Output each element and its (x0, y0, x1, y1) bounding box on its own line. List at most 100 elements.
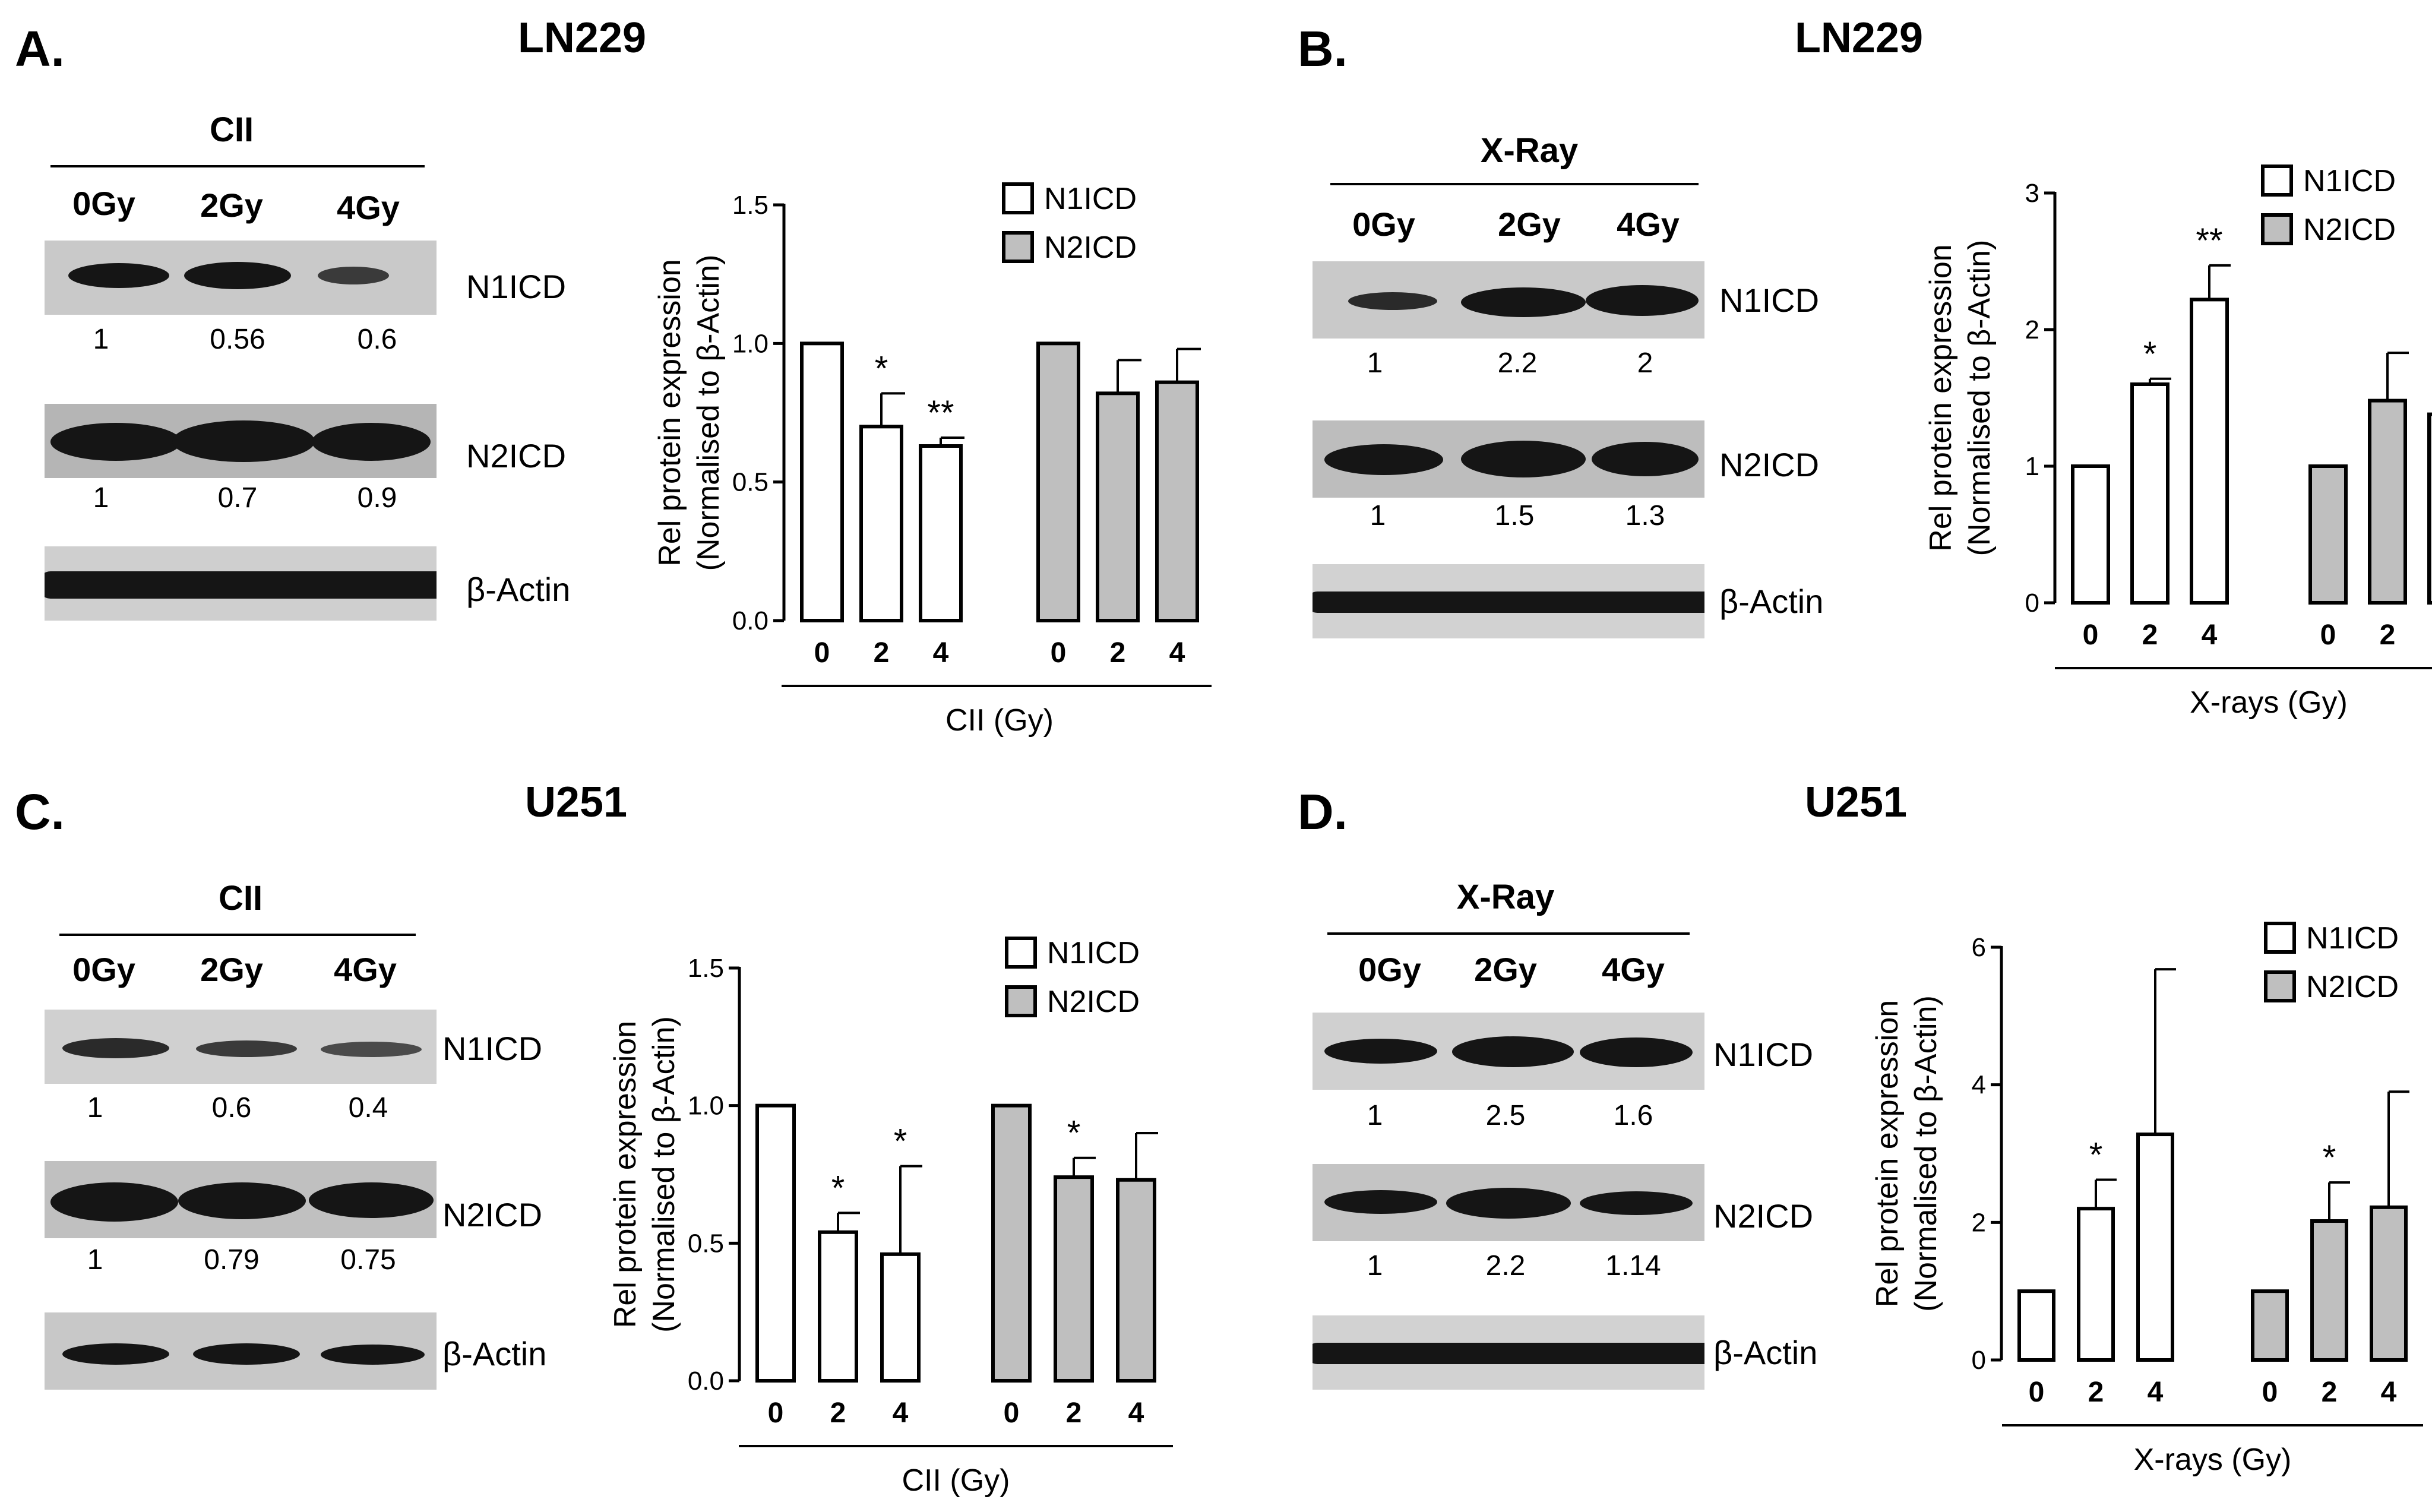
x-tick-label: 2 (2142, 619, 2158, 651)
quant-value: 0.6 (357, 324, 397, 355)
blot-n2icd-b (1313, 420, 1704, 498)
blot-actin-c (45, 1312, 437, 1390)
x-tick-label: 4 (2148, 1377, 2164, 1408)
bar-chart-b: 0 1 2 3 Rel protein expression (Normalised to… (1924, 164, 2432, 720)
lane-label: 4Gy (1617, 205, 1680, 243)
blot-label: N2ICD (1713, 1197, 1814, 1235)
x-axis-label: CII (Gy) (945, 703, 1054, 738)
lane-label: 2Gy (200, 186, 263, 224)
quant-value: 1 (1367, 1250, 1383, 1282)
x-axis-label: X-rays (Gy) (2134, 1443, 2292, 1477)
lane-label: 0Gy (72, 951, 135, 988)
x-tick-label: 2 (1110, 637, 1126, 669)
quant-value: 0.7 (217, 482, 258, 514)
bar (859, 425, 903, 622)
bar-chart-a: 0.0 0.5 1.0 1.5 Rel protein expression (Norma… (653, 182, 1212, 738)
lane-label: 0Gy (72, 185, 135, 222)
quant-value: 1 (1367, 347, 1383, 379)
legend-swatch (1002, 182, 1034, 214)
condition-line-a (50, 165, 425, 167)
bar-chart-c: 0.0 0.5 1.0 1.5 Rel protein expression (Norma… (608, 936, 1173, 1498)
quant-value: 1 (87, 1244, 103, 1276)
quant-value: 0.4 (348, 1092, 388, 1124)
lane-label: 2Gy (1498, 205, 1561, 243)
lane-label: 4Gy (334, 951, 397, 988)
cell-line-title-d: U251 (1804, 779, 1908, 826)
blot-label: N2ICD (442, 1196, 543, 1233)
x-tick-label: 2 (874, 637, 890, 669)
bar (818, 1230, 858, 1383)
blot-label: β-Actin (442, 1335, 547, 1372)
quant-value: 1.14 (1605, 1250, 1661, 1282)
legend-swatch (2264, 970, 2296, 1002)
quant-value: 0.56 (210, 324, 265, 355)
y-axis-label: (Normalised to β-Actin) (1962, 240, 1997, 556)
blot-n1icd-b (1313, 261, 1704, 339)
bar (2370, 1205, 2408, 1362)
y-tick-label: 0.5 (688, 1229, 724, 1258)
blot-n2icd-d (1313, 1164, 1704, 1241)
condition-line-b (1330, 183, 1699, 185)
x-tick-label: 0 (768, 1397, 784, 1429)
legend-label: N1ICD (1047, 936, 1140, 970)
quant-value: 0.9 (357, 482, 397, 514)
bar (2251, 1289, 2289, 1362)
y-tick-label: 1.5 (732, 191, 769, 220)
quant-value: 2.2 (1485, 1250, 1526, 1282)
bar (2077, 1207, 2115, 1362)
bar-chart-d: 0 2 4 6 Rel protein expression (Normalised to… (1870, 921, 2423, 1477)
blot-actin-a (45, 546, 437, 621)
x-tick-label: 0 (1004, 1397, 1020, 1429)
bar (2017, 1289, 2055, 1362)
blot-label: N1ICD (1719, 281, 1820, 319)
bar (991, 1103, 1032, 1383)
x-tick-label: 4 (2381, 1377, 2397, 1408)
y-tick-label: 0 (2025, 589, 2039, 618)
legend-swatch (2261, 213, 2293, 245)
cell-line-title-c: U251 (524, 779, 628, 826)
quant-value: 1.6 (1613, 1100, 1653, 1131)
bar (2368, 398, 2407, 605)
blot-label: N1ICD (442, 1030, 543, 1067)
condition-line-c (59, 934, 416, 936)
y-tick-label: 0 (1972, 1346, 1986, 1375)
x-tick-label: 2 (2322, 1377, 2338, 1408)
condition-label-c: CII (218, 879, 263, 918)
blot-label: N2ICD (466, 437, 567, 475)
quant-value: 0.75 (340, 1244, 396, 1276)
x-tick-label: 2 (830, 1397, 846, 1429)
bar (2130, 382, 2169, 605)
bar (2310, 1219, 2348, 1362)
bar (755, 1103, 796, 1383)
blot-actin-d (1313, 1315, 1704, 1390)
x-tick-label: 0 (2029, 1377, 2045, 1408)
x-tick-label: 0 (2083, 619, 2099, 651)
y-tick-label: 1.0 (732, 329, 769, 358)
y-axis-label: Rel protein expression (608, 1021, 643, 1328)
quant-value: 0.79 (204, 1244, 260, 1276)
condition-label-a: CII (209, 110, 254, 149)
significance-marker: * (894, 1122, 907, 1161)
y-tick-label: 2 (1972, 1208, 1986, 1237)
condition-line-d (1327, 932, 1690, 935)
y-tick-label: 3 (2025, 179, 2039, 208)
bar (1054, 1175, 1094, 1383)
blot-n1icd-a (45, 241, 437, 315)
lane-label: 2Gy (200, 951, 263, 988)
x-axis-label: CII (Gy) (902, 1463, 1010, 1498)
blot-label: β-Actin (1713, 1334, 1818, 1371)
bar (1096, 391, 1140, 622)
blot-n2icd-a (45, 404, 437, 478)
x-tick-label: 2 (2088, 1377, 2104, 1408)
quant-value: 1 (1370, 500, 1386, 532)
x-tick-label: 4 (1128, 1397, 1144, 1429)
y-axis-label: (Normalised to β-Actin) (1909, 995, 1943, 1312)
legend-label: N2ICD (2306, 970, 2399, 1004)
quant-value: 1 (1367, 1100, 1383, 1131)
y-axis-label: Rel protein expression (653, 259, 687, 566)
significance-marker: * (831, 1169, 845, 1207)
x-tick-label: 0 (2320, 619, 2336, 651)
legend-label: N2ICD (2303, 213, 2396, 247)
significance-marker: * (875, 349, 888, 388)
significance-marker: * (1067, 1114, 1081, 1153)
